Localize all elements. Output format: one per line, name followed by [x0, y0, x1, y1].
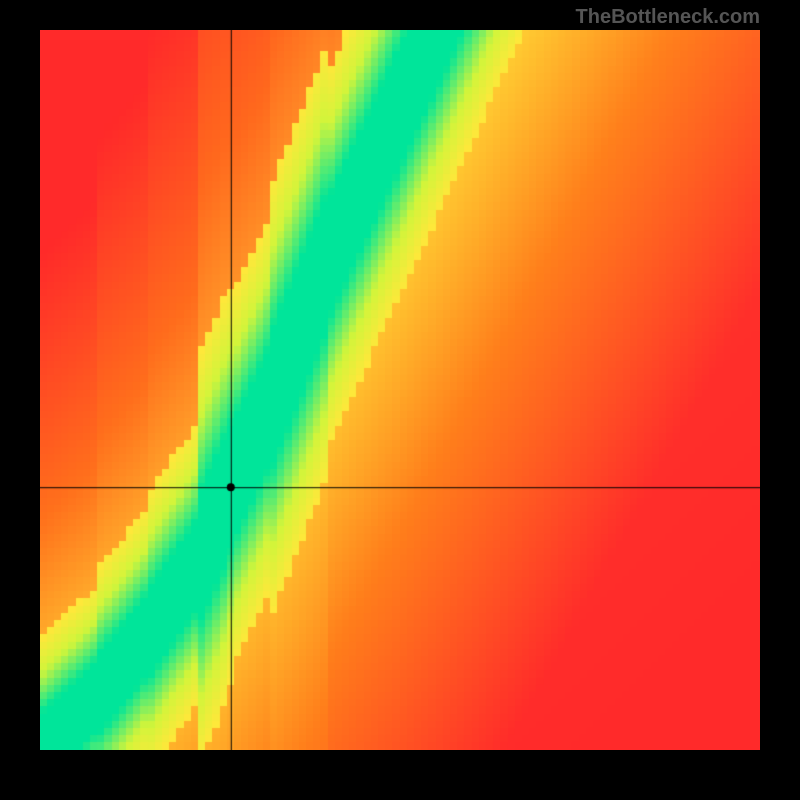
watermark-text: TheBottleneck.com: [576, 6, 760, 29]
chart-container: TheBottleneck.com: [0, 0, 800, 800]
heatmap-plot: [40, 30, 760, 750]
